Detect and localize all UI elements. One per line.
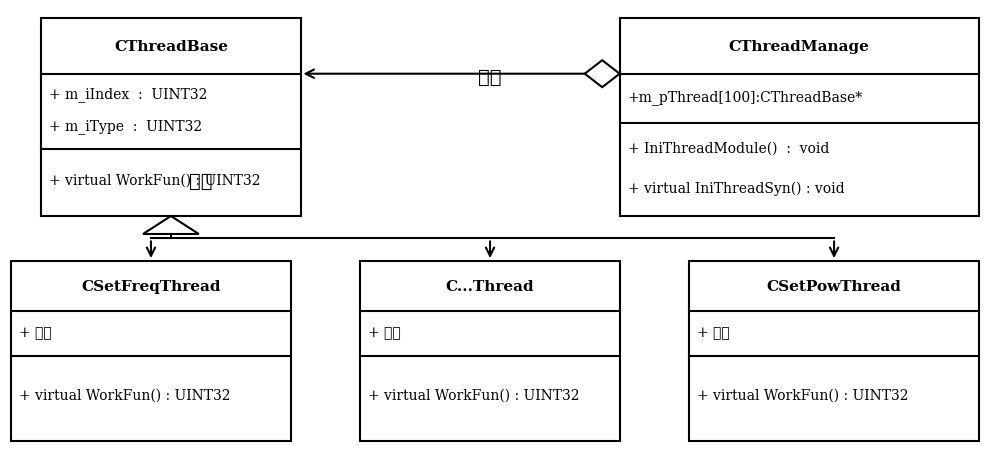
Text: + m_iIndex  :  UINT32: + m_iIndex : UINT32 <box>49 87 208 101</box>
FancyBboxPatch shape <box>620 19 979 216</box>
FancyBboxPatch shape <box>360 262 620 441</box>
Text: +m_pThread[100]:CThreadBase*: +m_pThread[100]:CThreadBase* <box>628 90 863 105</box>
Polygon shape <box>143 216 199 235</box>
Text: CSetFreqThread: CSetFreqThread <box>81 280 221 294</box>
Text: + 属性: + 属性 <box>697 325 730 339</box>
Polygon shape <box>585 61 620 88</box>
Text: C...Thread: C...Thread <box>446 280 534 294</box>
Text: + virtual WorkFun() : UINT32: + virtual WorkFun() : UINT32 <box>697 388 909 402</box>
FancyBboxPatch shape <box>689 262 979 441</box>
Text: + m_iType  :  UINT32: + m_iType : UINT32 <box>49 119 202 134</box>
Text: 继承: 继承 <box>189 171 213 190</box>
Text: + virtual IniThreadSyn() : void: + virtual IniThreadSyn() : void <box>628 181 844 195</box>
FancyBboxPatch shape <box>11 262 291 441</box>
Text: CThreadManage: CThreadManage <box>729 40 870 54</box>
Text: + IniThreadModule()  :  void: + IniThreadModule() : void <box>628 141 829 155</box>
Text: + virtual WorkFun() : UINT32: + virtual WorkFun() : UINT32 <box>368 388 580 402</box>
Text: 聚合: 聚合 <box>478 68 502 87</box>
Text: + virtual WorkFun() : UINT32: + virtual WorkFun() : UINT32 <box>19 388 231 402</box>
Text: + 属性: + 属性 <box>368 325 401 339</box>
Text: CSetPowThread: CSetPowThread <box>767 280 902 294</box>
Text: CThreadBase: CThreadBase <box>114 40 228 54</box>
FancyBboxPatch shape <box>41 19 301 216</box>
Text: + virtual WorkFun() : UINT32: + virtual WorkFun() : UINT32 <box>49 174 261 188</box>
Text: + 属性: + 属性 <box>19 325 52 339</box>
